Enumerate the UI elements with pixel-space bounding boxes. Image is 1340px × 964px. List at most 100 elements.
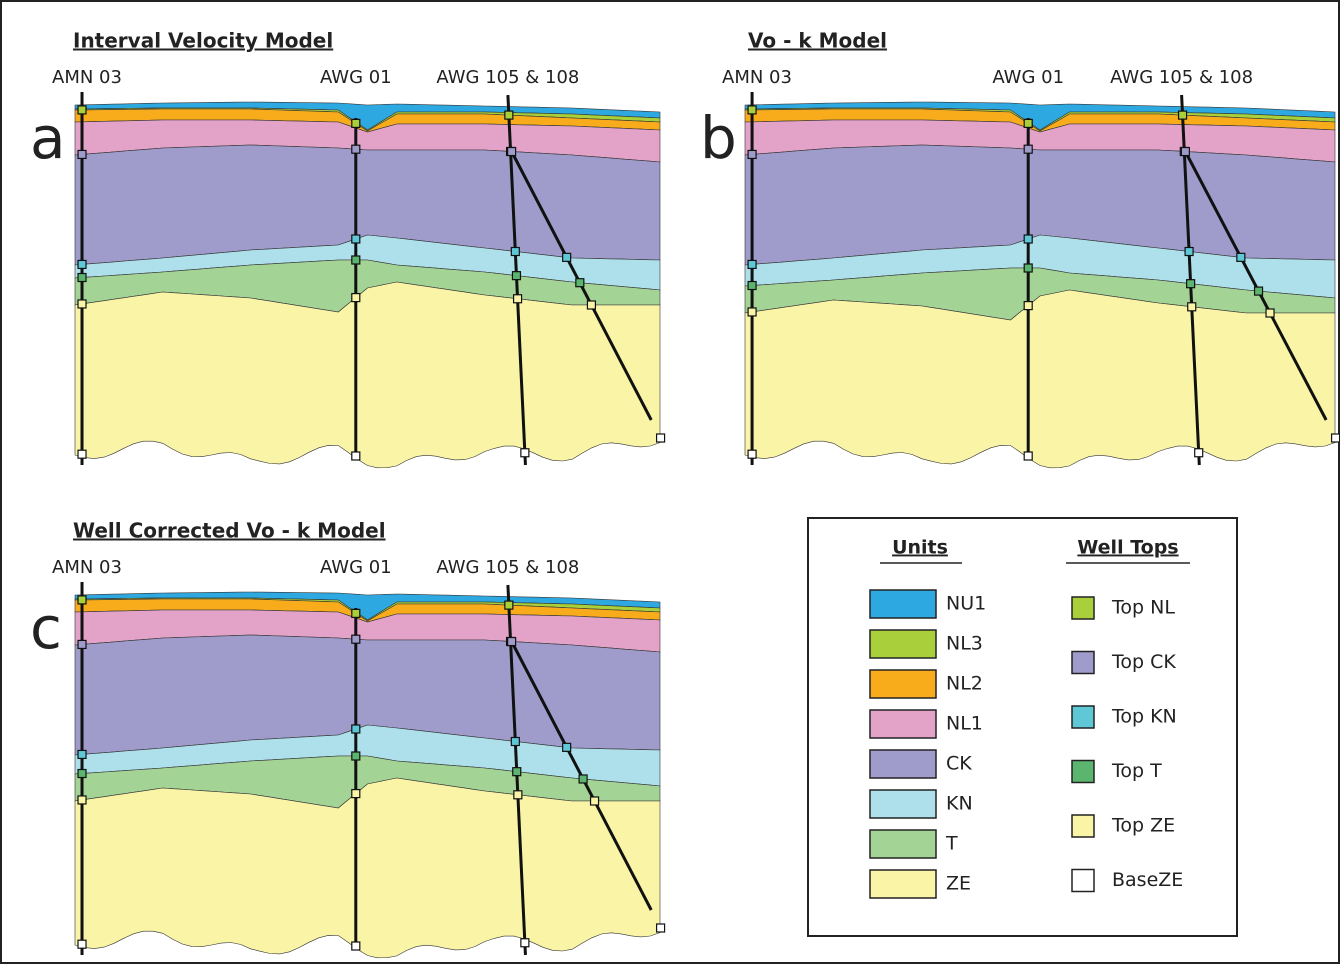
panel-letter: a bbox=[30, 104, 66, 172]
unit-swatch bbox=[870, 790, 936, 818]
well-top-name: Top CK bbox=[1111, 651, 1176, 673]
well-top-marker bbox=[748, 308, 756, 316]
unit-swatch bbox=[870, 590, 936, 618]
well-label: AWG 01 bbox=[320, 557, 392, 578]
well-top-marker bbox=[748, 450, 756, 458]
well-label: AWG 105 & 108 bbox=[1110, 67, 1253, 88]
well-top-marker bbox=[1188, 303, 1196, 311]
well-top-marker bbox=[563, 253, 571, 261]
well-top-marker bbox=[78, 106, 86, 114]
well-top-marker bbox=[1024, 452, 1032, 460]
well-top-marker bbox=[579, 775, 587, 783]
unit-swatch bbox=[870, 830, 936, 858]
well-top-name: Top KN bbox=[1111, 706, 1177, 728]
well-top-marker bbox=[1255, 287, 1263, 295]
well-top-marker bbox=[352, 725, 360, 733]
well-top-marker bbox=[521, 939, 529, 947]
well-top-marker bbox=[352, 790, 360, 798]
well-top-marker bbox=[748, 260, 756, 268]
well-top-marker bbox=[78, 260, 86, 268]
well-top-name: BaseZE bbox=[1112, 869, 1183, 891]
well-label: AMN 03 bbox=[52, 67, 122, 88]
well-top-marker bbox=[1024, 119, 1032, 127]
well-top-marker bbox=[78, 274, 86, 282]
unit-layer bbox=[75, 778, 660, 958]
unit-swatch bbox=[870, 750, 936, 778]
well-top-marker bbox=[352, 609, 360, 617]
well-top-marker bbox=[78, 150, 86, 158]
unit-name: NU1 bbox=[946, 593, 986, 615]
well-top-marker bbox=[1187, 280, 1195, 288]
unit-name: ZE bbox=[946, 873, 971, 895]
legend-heading: Well Tops bbox=[1077, 537, 1178, 559]
well-top-swatch bbox=[1072, 652, 1094, 674]
unit-name: NL2 bbox=[946, 673, 983, 695]
unit-name: T bbox=[945, 833, 958, 855]
well-top-marker bbox=[352, 119, 360, 127]
well-top-swatch bbox=[1072, 870, 1094, 892]
unit-name: CK bbox=[946, 753, 972, 775]
unit-swatch bbox=[870, 710, 936, 738]
well-label: AWG 105 & 108 bbox=[436, 67, 579, 88]
well-label: AWG 01 bbox=[992, 67, 1064, 88]
well-top-marker bbox=[1266, 309, 1274, 317]
well-top-marker bbox=[521, 449, 529, 457]
unit-layer bbox=[75, 282, 660, 468]
legend-heading: Units bbox=[892, 537, 948, 559]
well-top-marker bbox=[352, 752, 360, 760]
well-top-marker bbox=[1332, 434, 1340, 442]
well-top-marker bbox=[748, 282, 756, 290]
unit-swatch bbox=[870, 630, 936, 658]
well-top-marker bbox=[508, 638, 516, 646]
panel-title: Interval Velocity Model bbox=[73, 29, 333, 53]
well-top-marker bbox=[78, 770, 86, 778]
well-top-marker bbox=[1024, 264, 1032, 272]
well-top-marker bbox=[1024, 145, 1032, 153]
well-top-name: Top ZE bbox=[1111, 815, 1175, 837]
well-top-marker bbox=[78, 596, 86, 604]
well-top-marker bbox=[1181, 148, 1189, 156]
well-top-marker bbox=[1024, 302, 1032, 310]
well-top-marker bbox=[587, 301, 595, 309]
well-top-name: Top T bbox=[1111, 760, 1162, 782]
well-top-marker bbox=[513, 768, 521, 776]
well-top-name: Top NL bbox=[1111, 597, 1175, 619]
well-top-marker bbox=[78, 750, 86, 758]
well-top-swatch bbox=[1072, 761, 1094, 783]
well-top-marker bbox=[352, 294, 360, 302]
well-top-marker bbox=[511, 248, 519, 256]
well-top-marker bbox=[352, 256, 360, 264]
well-top-marker bbox=[1237, 253, 1245, 261]
well-top-marker bbox=[352, 145, 360, 153]
panel-title: Well Corrected Vo - k Model bbox=[73, 519, 386, 543]
panel-letter: c bbox=[30, 594, 62, 662]
well-top-marker bbox=[78, 640, 86, 648]
well-top-marker bbox=[352, 635, 360, 643]
well-top-marker bbox=[576, 279, 584, 287]
well-top-marker bbox=[1185, 248, 1193, 256]
well-top-marker bbox=[78, 300, 86, 308]
well-top-marker bbox=[352, 942, 360, 950]
unit-name: NL3 bbox=[946, 633, 983, 655]
well-label: AMN 03 bbox=[722, 67, 792, 88]
well-top-swatch bbox=[1072, 597, 1094, 619]
well-top-marker bbox=[591, 797, 599, 805]
well-top-swatch bbox=[1072, 815, 1094, 837]
well-label: AWG 105 & 108 bbox=[436, 557, 579, 578]
well-top-marker bbox=[352, 452, 360, 460]
well-top-marker bbox=[78, 796, 86, 804]
well-top-swatch bbox=[1072, 706, 1094, 728]
well-label: AMN 03 bbox=[52, 557, 122, 578]
well-top-marker bbox=[1195, 449, 1203, 457]
panel-letter: b bbox=[700, 104, 737, 172]
well-top-marker bbox=[511, 738, 519, 746]
unit-name: NL1 bbox=[946, 713, 983, 735]
well-top-marker bbox=[514, 295, 522, 303]
unit-swatch bbox=[870, 670, 936, 698]
well-top-marker bbox=[657, 924, 665, 932]
panel-title: Vo - k Model bbox=[748, 29, 887, 53]
well-label: AWG 01 bbox=[320, 67, 392, 88]
well-top-marker bbox=[563, 743, 571, 751]
well-top-marker bbox=[514, 791, 522, 799]
well-top-marker bbox=[78, 940, 86, 948]
